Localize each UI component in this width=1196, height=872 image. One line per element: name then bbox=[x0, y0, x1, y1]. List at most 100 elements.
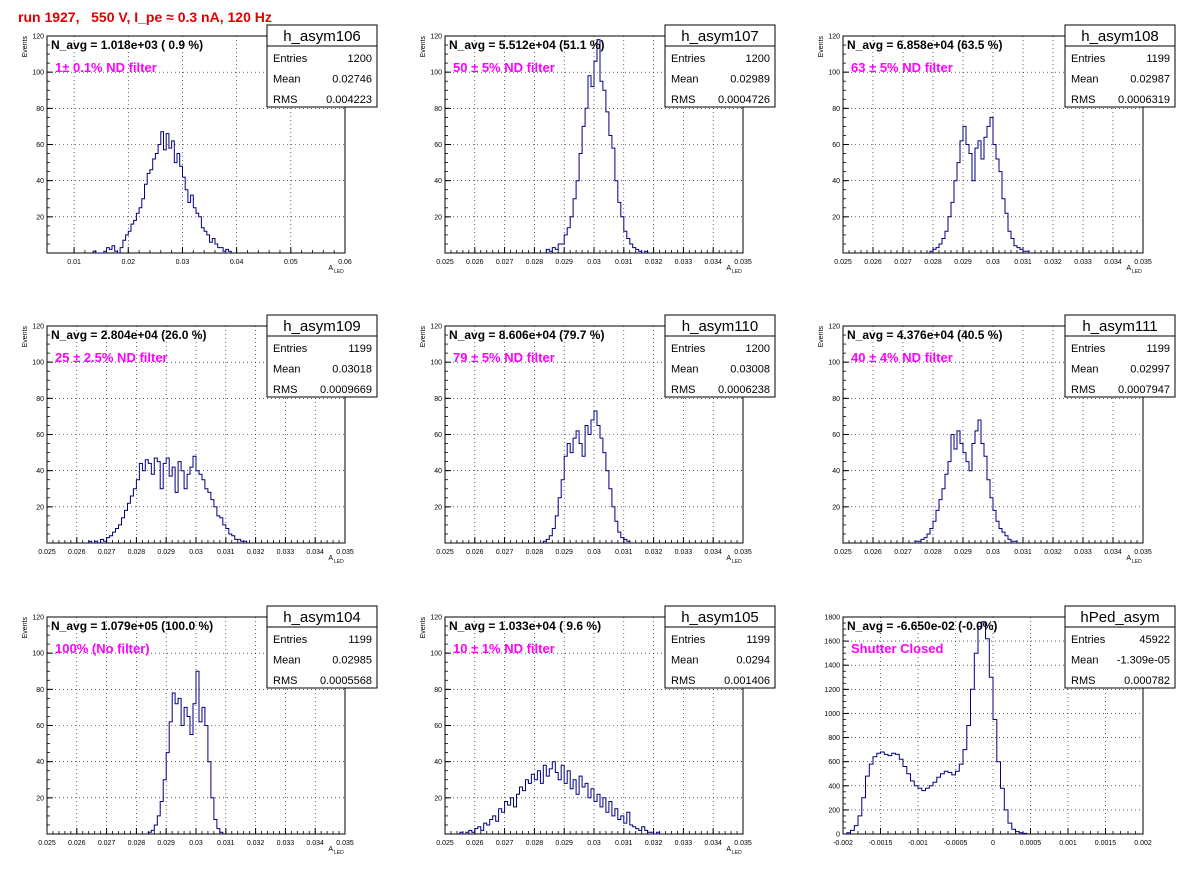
histogram-name: hPed_asym bbox=[1080, 609, 1159, 626]
navg-label: N_avg = 4.376e+04 (40.5 %) bbox=[847, 328, 1002, 342]
navg-label: N_avg = 8.606e+04 (79.7 %) bbox=[449, 328, 604, 342]
stats-value: 1200 bbox=[746, 343, 770, 355]
x-tick-label: 0.034 bbox=[704, 259, 722, 266]
x-axis-label: A bbox=[726, 555, 731, 562]
x-tick-label: 0.035 bbox=[734, 840, 752, 847]
x-axis-label-subscript: LED bbox=[1132, 269, 1142, 275]
stats-value: 0.0294 bbox=[736, 655, 770, 667]
x-tick-label: 0.033 bbox=[277, 840, 295, 847]
x-axis-label-subscript: LED bbox=[732, 559, 742, 565]
x-tick-label: 0.03 bbox=[587, 840, 601, 847]
stats-box: h_asym106 Entries 1200 Mean 0.02746 RMS 0.0042… bbox=[266, 24, 378, 108]
x-tick-label: 0.028 bbox=[526, 549, 544, 556]
x-tick-label: 0.029 bbox=[954, 549, 972, 556]
x-tick-label: 0.031 bbox=[217, 549, 235, 556]
stats-key: RMS bbox=[1071, 384, 1095, 396]
y-tick-label: 80 bbox=[832, 396, 840, 403]
x-tick-label: 0.033 bbox=[1074, 259, 1092, 266]
stats-value: 0.0007947 bbox=[1118, 384, 1170, 396]
x-tick-label: 0.031 bbox=[1014, 259, 1032, 266]
y-tick-label: 40 bbox=[36, 468, 44, 475]
x-tick-label: 0.029 bbox=[157, 549, 175, 556]
x-tick-label: 0.026 bbox=[864, 549, 882, 556]
y-tick-label: 20 bbox=[434, 504, 442, 511]
x-tick-label: 0.032 bbox=[1044, 259, 1062, 266]
x-tick-label: 0.029 bbox=[954, 259, 972, 266]
y-tick-label: 120 bbox=[430, 34, 442, 41]
y-tick-label: 20 bbox=[832, 214, 840, 221]
stats-key: Mean bbox=[671, 74, 699, 86]
x-axis-label-subscript: LED bbox=[334, 559, 344, 565]
histogram-step-line bbox=[545, 39, 649, 254]
x-tick-label: 0.027 bbox=[894, 549, 912, 556]
y-tick-label: 120 bbox=[32, 34, 44, 41]
x-tick-label: -0.002 bbox=[833, 840, 853, 847]
x-tick-label: 0.026 bbox=[466, 840, 484, 847]
x-axis-label-subscript: LED bbox=[334, 850, 344, 856]
stats-value: 0.0009669 bbox=[320, 384, 372, 396]
x-tick-label: 0.027 bbox=[496, 840, 514, 847]
x-axis-label: A bbox=[328, 555, 333, 562]
x-tick-label: 0.027 bbox=[894, 259, 912, 266]
stats-value: 0.000782 bbox=[1124, 675, 1170, 687]
x-tick-label: 0.025 bbox=[834, 549, 852, 556]
y-tick-label: 60 bbox=[434, 723, 442, 730]
x-tick-label: -0.001 bbox=[908, 840, 928, 847]
x-tick-label: 0.029 bbox=[157, 840, 175, 847]
x-tick-label: 0.034 bbox=[306, 840, 324, 847]
x-tick-label: 0.025 bbox=[436, 840, 454, 847]
histogram-name: h_asym111 bbox=[1082, 318, 1157, 335]
y-tick-label: 100 bbox=[32, 70, 44, 77]
filter-annotation: 63 ± 5% ND filter bbox=[851, 60, 953, 75]
x-tick-label: 0.031 bbox=[615, 549, 633, 556]
navg-label: N_avg = 1.033e+04 ( 9.6 %) bbox=[449, 619, 601, 633]
histogram-name: h_asym110 bbox=[682, 318, 758, 335]
x-tick-label: 0.033 bbox=[675, 840, 693, 847]
histogram-panel: 0.025 0.026 0.027 0.028 0.029 0.03 0.031 0.032 0… bbox=[818, 314, 1176, 565]
y-tick-label: 40 bbox=[36, 759, 44, 766]
stats-body-box bbox=[266, 45, 378, 108]
x-tick-label: 0.031 bbox=[217, 840, 235, 847]
x-tick-label: 0.033 bbox=[675, 549, 693, 556]
stats-key: RMS bbox=[273, 675, 297, 687]
x-tick-label: 0.01 bbox=[67, 259, 81, 266]
x-tick-label: 0.03 bbox=[587, 549, 601, 556]
stats-key: Entries bbox=[273, 343, 308, 355]
stats-key: Mean bbox=[273, 655, 301, 667]
x-tick-label: 0.06 bbox=[338, 259, 352, 266]
histogram-panel: 0.025 0.026 0.027 0.028 0.029 0.03 0.031 0.032 0… bbox=[420, 24, 776, 275]
y-tick-label: 80 bbox=[832, 106, 840, 113]
y-tick-label: 1800 bbox=[824, 615, 840, 622]
filter-annotation: 25 ± 2.5% ND filter bbox=[55, 350, 168, 365]
navg-label: N_avg = 6.858e+04 (63.5 %) bbox=[847, 38, 1002, 52]
y-tick-label: 60 bbox=[36, 142, 44, 149]
x-tick-label: 0.03 bbox=[986, 549, 1000, 556]
stats-key: Entries bbox=[671, 343, 706, 355]
y-tick-label: 100 bbox=[828, 360, 840, 367]
navg-label: N_avg = 1.018e+03 ( 0.9 %) bbox=[51, 38, 203, 52]
histogram-panel: 0.025 0.026 0.027 0.028 0.029 0.03 0.031 0.032 0… bbox=[22, 314, 378, 565]
stats-key: RMS bbox=[273, 94, 297, 106]
x-tick-label: 0.025 bbox=[38, 840, 56, 847]
x-tick-label: 0.032 bbox=[645, 840, 663, 847]
histogram-step-line bbox=[92, 131, 232, 254]
x-tick-label: 0.0015 bbox=[1095, 840, 1117, 847]
histogram-panel: 0.025 0.026 0.027 0.028 0.029 0.03 0.031 0.032 0… bbox=[22, 605, 378, 856]
x-tick-label: 0.032 bbox=[247, 840, 265, 847]
stats-value: 0.02997 bbox=[1130, 364, 1170, 376]
y-tick-label: 60 bbox=[434, 432, 442, 439]
y-tick-label: 60 bbox=[36, 723, 44, 730]
y-tick-label: 40 bbox=[434, 178, 442, 185]
histogram-panel: 0.025 0.026 0.027 0.028 0.029 0.03 0.031 0.032 0… bbox=[420, 605, 776, 856]
x-tick-label: 0 bbox=[991, 840, 995, 847]
x-tick-label: 0.033 bbox=[675, 259, 693, 266]
histogram-step-line bbox=[929, 116, 1030, 253]
x-tick-label: 0.035 bbox=[734, 549, 752, 556]
stats-key: Entries bbox=[273, 53, 308, 65]
stats-value: 0.001406 bbox=[724, 675, 770, 687]
stats-value: 0.0005568 bbox=[320, 675, 372, 687]
histogram-panel: 0.025 0.026 0.027 0.028 0.029 0.03 0.031 0.032 0… bbox=[420, 314, 776, 565]
run-title: run 1927, 550 V, I_pe ≈ 0.3 nA, 120 Hz bbox=[18, 9, 272, 25]
y-tick-label: 80 bbox=[434, 106, 442, 113]
y-axis-label: Events bbox=[22, 326, 29, 348]
